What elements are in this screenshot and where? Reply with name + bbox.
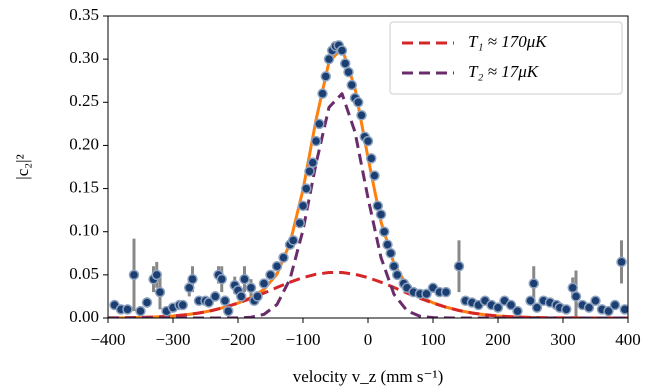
legend-box bbox=[389, 21, 623, 95]
data-point bbox=[616, 256, 627, 268]
data-point bbox=[252, 291, 263, 302]
data-point bbox=[297, 200, 309, 212]
data-point bbox=[236, 291, 247, 302]
data-point bbox=[301, 183, 312, 194]
data-point bbox=[609, 299, 621, 311]
y-tick-label: 0.25 bbox=[69, 91, 99, 110]
data-point bbox=[223, 305, 234, 317]
data-point bbox=[271, 260, 283, 272]
data-point bbox=[531, 302, 543, 313]
x-tick-label: 100 bbox=[420, 330, 446, 349]
data-point bbox=[619, 304, 628, 315]
data-point bbox=[379, 226, 390, 237]
data-point bbox=[304, 166, 315, 177]
y-tick-label: 0.00 bbox=[69, 307, 99, 326]
y-tick-label: 0.05 bbox=[69, 264, 99, 283]
data-point bbox=[216, 273, 227, 285]
data-point bbox=[366, 153, 377, 164]
data-point bbox=[258, 278, 270, 289]
data-point bbox=[135, 305, 146, 317]
data-point bbox=[385, 248, 396, 259]
data-point bbox=[184, 282, 195, 294]
x-axis-label: velocity v_z (mm s⁻¹) bbox=[293, 367, 444, 386]
data-point bbox=[245, 282, 257, 294]
data-point bbox=[603, 305, 614, 317]
data-point bbox=[382, 239, 393, 250]
x-tick-label: 400 bbox=[615, 330, 641, 349]
data-point bbox=[151, 269, 162, 281]
data-point bbox=[570, 291, 582, 302]
y-tick-label: 0.30 bbox=[69, 48, 99, 67]
data-point bbox=[453, 260, 465, 272]
data-point bbox=[203, 297, 214, 308]
data-point bbox=[323, 53, 335, 65]
data-point bbox=[154, 286, 166, 298]
data-point bbox=[421, 288, 432, 300]
data-point bbox=[187, 273, 198, 285]
data-point bbox=[512, 305, 523, 317]
legend-label: T₂ ≈ 17μK bbox=[468, 62, 540, 81]
data-point bbox=[294, 217, 305, 229]
data-point bbox=[128, 269, 140, 281]
data-point bbox=[310, 135, 322, 147]
data-point bbox=[353, 97, 364, 108]
data-point bbox=[362, 135, 374, 147]
data-point bbox=[590, 295, 601, 306]
legend-label: T₁ ≈ 170μK bbox=[468, 32, 548, 51]
data-point bbox=[314, 118, 325, 130]
data-point bbox=[356, 109, 367, 121]
y-axis-label: |c₂|² bbox=[13, 154, 32, 179]
series-line bbox=[108, 271, 628, 318]
data-point bbox=[177, 299, 188, 311]
data-point bbox=[219, 295, 231, 306]
x-tick-label: 0 bbox=[364, 330, 373, 349]
data-point bbox=[583, 302, 595, 313]
x-tick-label: −400 bbox=[90, 330, 125, 349]
plot-area bbox=[108, 40, 628, 318]
data-point bbox=[492, 302, 504, 313]
data-point bbox=[346, 79, 357, 91]
data-point bbox=[388, 260, 400, 272]
x-tick-label: −300 bbox=[155, 330, 190, 349]
data-point bbox=[525, 295, 536, 306]
data-point bbox=[375, 209, 387, 220]
data-point bbox=[336, 45, 348, 56]
data-point bbox=[210, 291, 221, 302]
x-tick-label: 200 bbox=[485, 330, 511, 349]
data-point bbox=[440, 286, 452, 298]
x-tick-label: −200 bbox=[220, 330, 255, 349]
data-point bbox=[278, 252, 289, 263]
x-tick-label: −100 bbox=[285, 330, 320, 349]
data-point bbox=[567, 282, 578, 294]
y-tick-label: 0.15 bbox=[69, 177, 99, 196]
data-point bbox=[343, 66, 354, 78]
y-tick-label: 0.35 bbox=[69, 5, 99, 24]
data-point bbox=[141, 297, 153, 308]
data-point bbox=[239, 273, 250, 285]
data-point bbox=[288, 235, 299, 246]
data-point bbox=[320, 71, 331, 82]
data-point bbox=[307, 157, 318, 168]
x-tick-label: 300 bbox=[550, 330, 576, 349]
y-tick-label: 0.10 bbox=[69, 221, 99, 240]
data-point bbox=[317, 88, 328, 99]
data-point bbox=[122, 304, 133, 315]
data-point bbox=[372, 200, 383, 212]
y-tick-label: 0.20 bbox=[69, 134, 99, 153]
data-point bbox=[392, 269, 403, 281]
data-point bbox=[561, 304, 572, 315]
data-point bbox=[369, 170, 380, 181]
data-point bbox=[265, 269, 276, 281]
data-point bbox=[340, 58, 351, 69]
data-point bbox=[505, 299, 517, 311]
data-point bbox=[528, 278, 539, 289]
plot-frame bbox=[107, 15, 629, 319]
